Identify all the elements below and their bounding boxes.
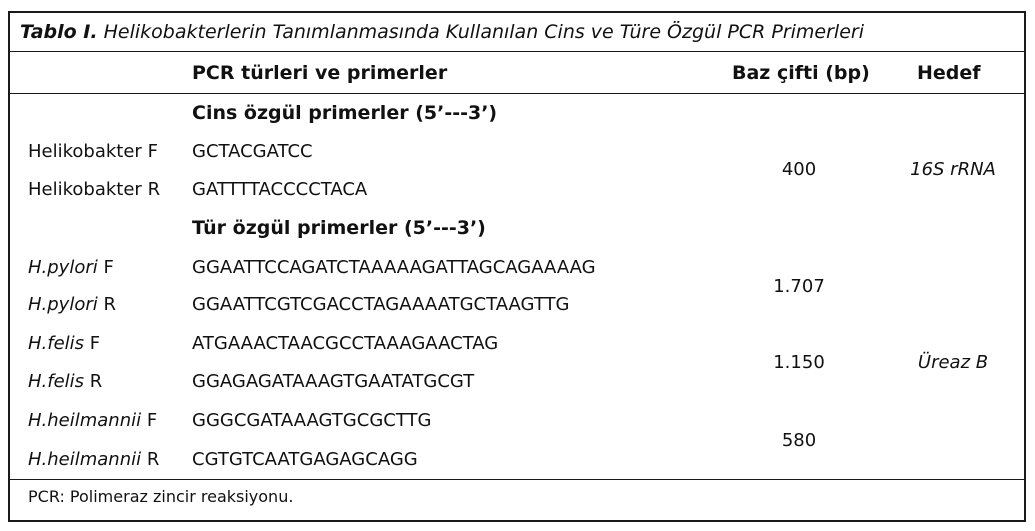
primer-direction: R [146, 449, 160, 470]
row-label: Helikobakter R [28, 179, 160, 200]
caption-divider [10, 51, 1024, 52]
bp-value: 1.707 [773, 276, 825, 297]
bp-value: 400 [781, 159, 817, 180]
species-name: H.heilmannii [28, 449, 142, 470]
section-title-genus: Cins özgül primerler (5’---3’) [192, 102, 498, 124]
primer-sequence: ATGAAACTAACGCCTAAAGAACTAG [192, 333, 499, 354]
species-name: Helikobakter [28, 179, 142, 200]
primer-sequence: CGTGTCAATGAGAGCAGG [192, 449, 418, 470]
bp-value: 1.150 [773, 352, 825, 373]
primer-direction: R [147, 179, 161, 200]
table-caption: Tablo I. Helikobakterlerin Tanımlanmasın… [20, 21, 864, 43]
species-name: Helikobakter [28, 141, 142, 162]
header-target: Hedef [917, 62, 981, 84]
primer-sequence: GCTACGATCC [192, 141, 313, 162]
primer-sequence: GGGCGATAAAGTGCGCTTG [192, 410, 432, 431]
row-label: H.felis R [28, 371, 102, 392]
primer-sequence: GGAATTCGTCGACCTAGAAAATGCTAAGTTG [192, 294, 570, 315]
table-frame [8, 11, 1026, 522]
table-footnote: PCR: Polimeraz zincir reaksiyonu. [28, 487, 294, 506]
primer-sequence: GGAATTCCAGATCTAAAAAGATTAGCAGAAAAG [192, 257, 596, 278]
species-name: H.felis [28, 333, 85, 354]
primer-direction: F [147, 141, 158, 162]
primer-sequence: GATTTTACCCCTACA [192, 179, 368, 200]
table-caption-label: Tablo I. [20, 21, 98, 43]
row-label: H.pylori F [28, 257, 114, 278]
row-label: H.felis F [28, 333, 100, 354]
primer-direction: F [103, 257, 114, 278]
row-label: H.pylori R [28, 294, 116, 315]
target-gene: 16S rRNA [910, 159, 996, 180]
row-label: Helikobakter F [28, 141, 158, 162]
primer-direction: R [89, 371, 103, 392]
table-caption-text: Helikobakterlerin Tanımlanmasında Kullan… [97, 21, 864, 43]
primer-sequence: GGAGAGATAAAGTGAATATGCGT [192, 371, 475, 392]
header-bp: Baz çifti (bp) [732, 62, 870, 84]
primer-direction: F [89, 333, 101, 354]
primer-direction: F [146, 410, 158, 431]
header-divider [10, 93, 1024, 94]
footer-divider [10, 479, 1024, 480]
species-name: H.heilmannii [28, 410, 142, 431]
header-primers: PCR türleri ve primerler [192, 62, 448, 84]
target-gene: Üreaz B [917, 352, 989, 373]
species-name: H.felis [28, 371, 85, 392]
row-label: H.heilmannii F [28, 410, 157, 431]
primer-direction: R [103, 294, 116, 315]
bp-value: 580 [781, 430, 817, 451]
row-label: H.heilmannii R [28, 449, 159, 470]
species-name: H.pylori [28, 294, 98, 315]
section-title-species: Tür özgül primerler (5’---3’) [192, 217, 486, 239]
species-name: H.pylori [28, 257, 98, 278]
